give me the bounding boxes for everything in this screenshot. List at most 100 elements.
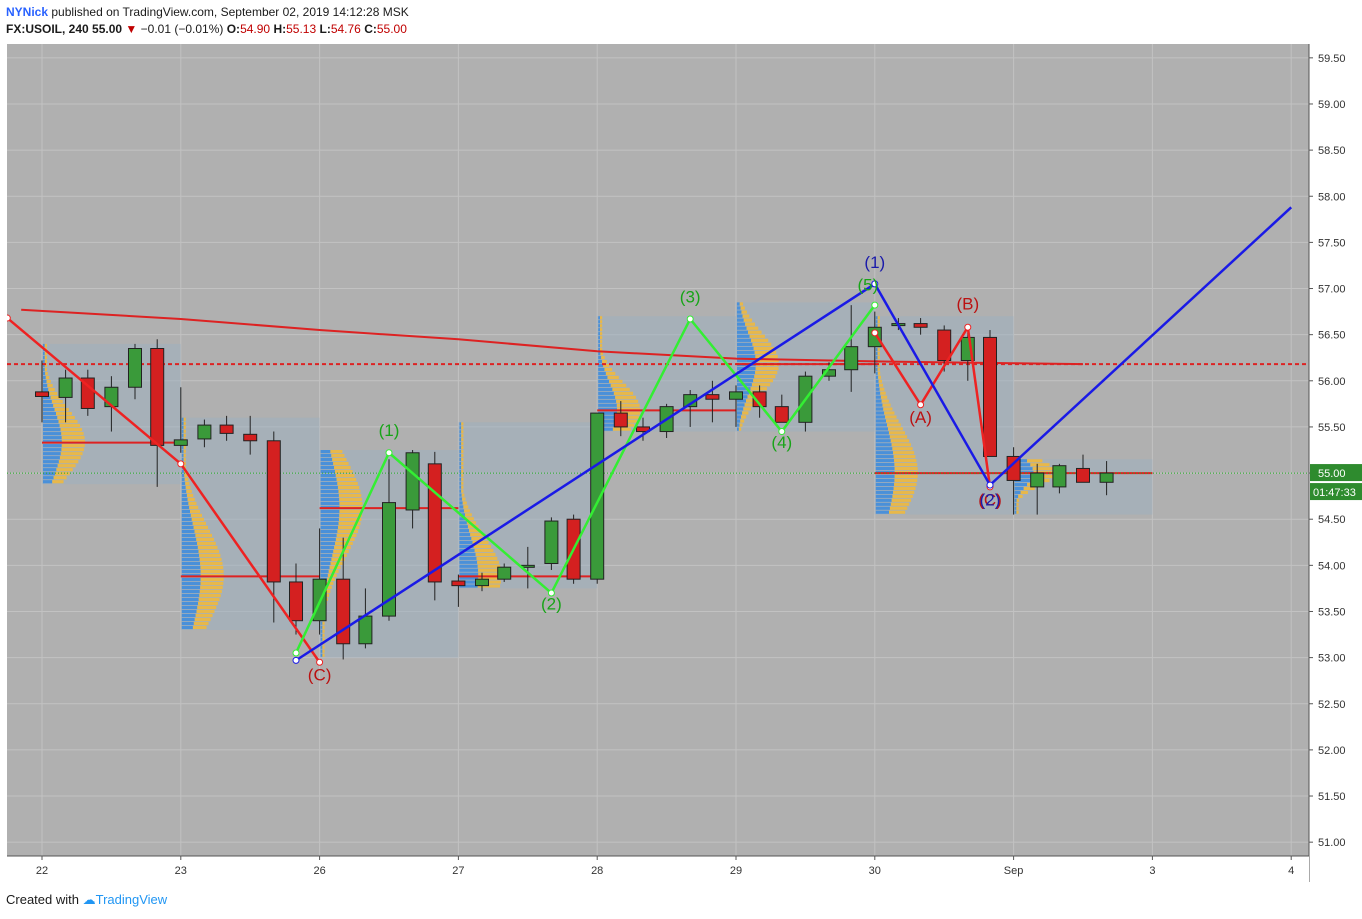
- candle-up: [497, 566, 512, 580]
- wave-point: [871, 280, 879, 288]
- volume-bar-buy: [737, 318, 744, 322]
- volume-bar-buy: [320, 629, 323, 633]
- volume-bar-sell: [1023, 486, 1035, 491]
- footer: Created with ☁TradingView: [6, 892, 167, 908]
- volume-bar-sell: [184, 477, 189, 481]
- volume-bar-sell: [755, 358, 779, 363]
- volume-bar-buy: [181, 469, 184, 473]
- volume-bar-sell: [877, 355, 880, 360]
- volume-bar-sell: [191, 517, 204, 522]
- volume-bar-sell: [1016, 506, 1019, 510]
- candle-up: [1099, 472, 1114, 483]
- volume-bar-sell: [334, 469, 353, 474]
- candle-up: [405, 452, 420, 511]
- volume-bar-buy: [459, 529, 470, 533]
- volume-bar-sell: [471, 537, 486, 541]
- candle-down: [937, 329, 952, 361]
- volume-bar-sell: [462, 501, 467, 505]
- volume-bar-buy: [320, 645, 323, 649]
- volume-bar-buy: [737, 330, 749, 334]
- y-tick-label: 51.00: [1318, 837, 1346, 849]
- volume-bar-sell: [189, 505, 199, 510]
- volume-bar-buy: [43, 444, 62, 448]
- candle-up: [173, 439, 188, 446]
- volume-bar-buy: [875, 399, 882, 403]
- volume-bar-sell: [461, 450, 464, 454]
- volume-bar-buy: [43, 460, 59, 464]
- timer-tag-box: [1310, 483, 1362, 501]
- volume-bar-sell: [194, 529, 211, 534]
- volume-bar-sell: [339, 501, 363, 506]
- volume-bar-buy: [181, 581, 201, 586]
- created-with-text: Created with: [6, 892, 79, 907]
- volume-bar-buy: [181, 593, 200, 598]
- volume-bar-sell: [600, 336, 603, 340]
- tradingview-link[interactable]: TradingView: [95, 892, 168, 907]
- volume-bar-sell: [610, 383, 627, 387]
- price-axis[interactable]: [1309, 44, 1362, 856]
- candle-up: [729, 391, 743, 400]
- volume-bar-sell: [461, 438, 464, 442]
- y-tick-label: 56.50: [1318, 330, 1346, 342]
- candle-up: [1030, 472, 1045, 488]
- volume-bar-buy: [875, 415, 886, 419]
- low-label: L:: [319, 22, 331, 36]
- volume-bar-sell: [200, 585, 223, 590]
- volume-bar-buy: [459, 465, 462, 469]
- volume-bar-sell: [751, 338, 769, 342]
- volume-bar-buy: [181, 525, 194, 530]
- time-axis[interactable]: [7, 856, 1309, 882]
- volume-bar-buy: [43, 428, 61, 432]
- volume-bar-buy: [181, 477, 185, 481]
- volume-bar-buy: [598, 328, 600, 332]
- volume-bar-buy: [181, 537, 197, 542]
- volume-bar-buy: [598, 355, 602, 360]
- open-value: 54.90: [240, 22, 271, 36]
- volume-bar-sell: [324, 593, 330, 597]
- volume-bar-sell: [600, 320, 603, 324]
- wave-point: [917, 401, 925, 409]
- candle-down: [80, 377, 95, 409]
- volume-bar-sell: [183, 449, 186, 453]
- volume-bar-sell: [335, 473, 355, 478]
- volume-bar-sell: [198, 601, 218, 606]
- volume-bar-buy: [598, 419, 616, 423]
- volume-bar-buy: [181, 541, 198, 546]
- volume-bar-sell: [1020, 490, 1028, 495]
- volume-bar-sell: [749, 334, 765, 338]
- volume-bar-sell: [600, 324, 603, 328]
- price-tag-label: 55.00: [1318, 468, 1346, 480]
- volume-bar-buy: [1014, 475, 1033, 479]
- volume-bar-sell: [464, 513, 472, 517]
- x-tick-label: 28: [591, 865, 603, 877]
- x-tick-label: 4: [1288, 865, 1294, 877]
- volume-bar-buy: [43, 476, 54, 480]
- volume-bar-sell: [615, 395, 636, 399]
- volume-bar-buy: [181, 601, 199, 606]
- volume-bar-sell: [196, 609, 215, 614]
- volume-bar-sell: [336, 477, 357, 482]
- volume-bar-sell: [55, 472, 70, 476]
- volume-bar-sell: [44, 363, 47, 368]
- volume-bar-sell: [740, 419, 745, 423]
- volume-bar-buy: [459, 457, 462, 462]
- chart-header: NYNick published on TradingView.com, Sep…: [6, 4, 409, 38]
- author-link[interactable]: NYNick: [6, 5, 49, 19]
- wave-label: (1): [864, 253, 885, 272]
- volume-bar-sell: [885, 415, 897, 419]
- volume-bar-sell: [50, 395, 60, 400]
- candle-down: [150, 348, 165, 446]
- volume-bar-buy: [43, 464, 58, 468]
- volume-bar-sell: [744, 403, 754, 407]
- volume-bar-buy: [875, 478, 895, 483]
- volume-bar-sell: [461, 453, 464, 458]
- high-value: 55.13: [286, 22, 317, 36]
- volume-bar-sell: [57, 464, 76, 468]
- grid: [7, 44, 1309, 856]
- volume-bar-buy: [459, 505, 464, 509]
- volume-bar-buy: [598, 411, 617, 415]
- volume-bar-sell: [475, 552, 496, 556]
- volume-bar-buy: [598, 316, 600, 320]
- volume-bar-buy: [737, 370, 756, 375]
